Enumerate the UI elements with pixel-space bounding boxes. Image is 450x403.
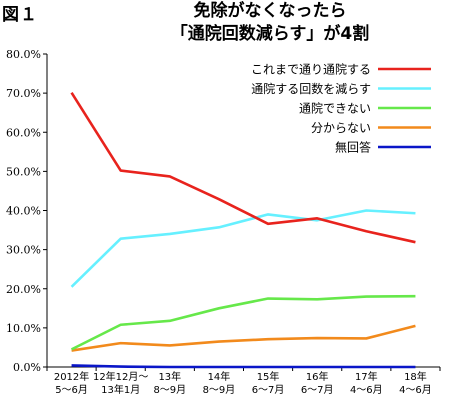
x-tick-label: 13年 [158,370,181,383]
y-tick-label: 0.0% [13,361,41,374]
legend-label: これまで通り通院する [251,63,371,77]
y-tick-label: 60.0% [6,126,41,139]
x-tick-label: 16年 [306,370,329,383]
chart-title-line1: 免除がなくなったら [193,1,347,21]
series-line [71,324,416,352]
legend-label: 通院できない [299,102,371,116]
y-tick-label: 30.0% [6,244,41,257]
y-tick-label: 50.0% [6,165,41,178]
chart-title-line2: 「通院回数減らす」が4割 [170,24,370,44]
y-axis-ticks: 0.0% 10.0% 20.0% 30.0% 40.0% 50.0% 60.0% 70.0% 8… [6,48,47,374]
x-tick-label: 4～6月 [399,384,432,396]
x-tick-label: 15年 [257,370,280,383]
series-line [71,364,416,369]
x-axis-ticks: 2012年5～6月12年12月～13年1月13年8～9月14年8～9月15年6～… [46,367,441,396]
figure-label: 図１ [2,5,38,25]
y-tick-label: 20.0% [6,283,41,296]
x-tick-label: 5～6月 [55,384,88,396]
series-line [70,92,416,244]
x-tick-label: 17年 [355,370,378,383]
y-tick-label: 70.0% [6,87,41,100]
x-tick-label: 6～7月 [301,384,334,396]
x-tick-label: 6～7月 [252,384,285,396]
x-tick-label: 13年1月 [101,383,140,396]
x-tick-label: 2012年 [54,370,89,383]
legend-label: 通院する回数を減らす [251,81,371,96]
x-tick-label: 4～6月 [350,384,383,396]
x-tick-label: 14年 [208,370,231,383]
series-line [70,209,416,288]
chart-title: 免除がなくなったら 「通院回数減らす」が4割 [150,0,390,46]
x-tick-label: 18年 [404,370,427,383]
series-lines [70,92,416,369]
x-tick-label: 12年12月～ [93,370,148,383]
legend-label: 無回答 [335,140,371,155]
legend-label: 分からない [311,121,371,135]
x-tick-label: 8～9月 [153,384,186,396]
x-tick-label: 8～9月 [203,384,236,396]
series-line [70,294,416,351]
y-tick-label: 80.0% [6,48,41,61]
y-tick-label: 40.0% [6,205,41,218]
y-tick-label: 10.0% [6,322,41,335]
